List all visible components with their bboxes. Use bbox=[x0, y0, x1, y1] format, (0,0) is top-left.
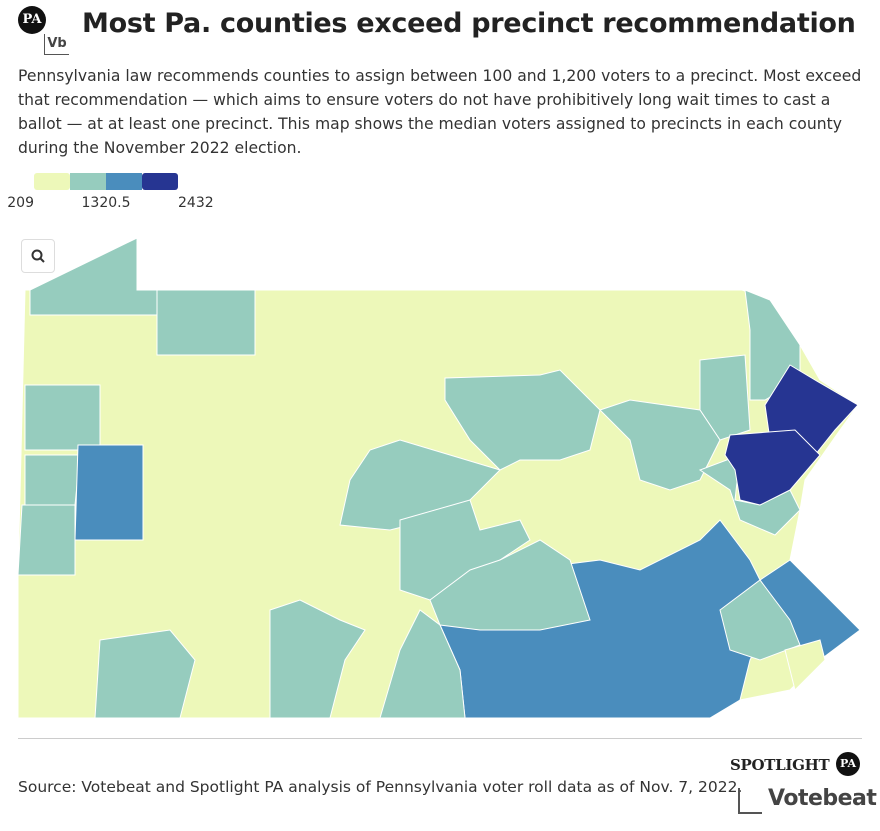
search-icon bbox=[31, 249, 45, 263]
county bbox=[444, 369, 601, 471]
logo-spotlight-pa: PA bbox=[836, 752, 860, 776]
description: Pennsylvania law recommends counties to … bbox=[18, 67, 862, 157]
county bbox=[17, 504, 76, 576]
legend-tick-label: 209 bbox=[7, 195, 34, 211]
logo-vb: Vb bbox=[44, 34, 69, 55]
county bbox=[24, 454, 81, 506]
legend-tick-label: 2432 bbox=[178, 195, 214, 211]
county bbox=[439, 519, 861, 719]
legend-tick-label: 1320.5 bbox=[82, 195, 131, 211]
source: Source: Votebeat and Spotlight PA analys… bbox=[18, 778, 743, 796]
logo-spotlight: SPOTLIGHT bbox=[730, 756, 830, 774]
county bbox=[94, 629, 196, 719]
county bbox=[399, 499, 531, 601]
county bbox=[698, 454, 801, 536]
legend-swatch bbox=[70, 173, 106, 190]
county bbox=[339, 439, 501, 531]
county bbox=[599, 399, 721, 491]
county bbox=[24, 384, 101, 451]
legend-swatch bbox=[34, 173, 70, 190]
legend-swatch bbox=[106, 173, 142, 190]
legend-swatch bbox=[142, 173, 178, 190]
logo-pa: PA bbox=[18, 6, 46, 34]
title: Most Pa. counties exceed precinct recomm… bbox=[82, 8, 856, 39]
logo-votebeat: Votebeat bbox=[768, 786, 877, 811]
map bbox=[17, 237, 861, 719]
county bbox=[269, 599, 366, 719]
county bbox=[724, 429, 821, 506]
county bbox=[74, 444, 144, 541]
divider bbox=[18, 738, 862, 739]
county bbox=[429, 539, 591, 631]
county bbox=[784, 639, 826, 691]
zoom-button[interactable] bbox=[21, 239, 55, 273]
legend: 209 1320.5 2432 bbox=[7, 173, 214, 211]
county bbox=[156, 289, 256, 356]
votebeat-icon bbox=[738, 788, 762, 814]
county bbox=[719, 579, 801, 661]
